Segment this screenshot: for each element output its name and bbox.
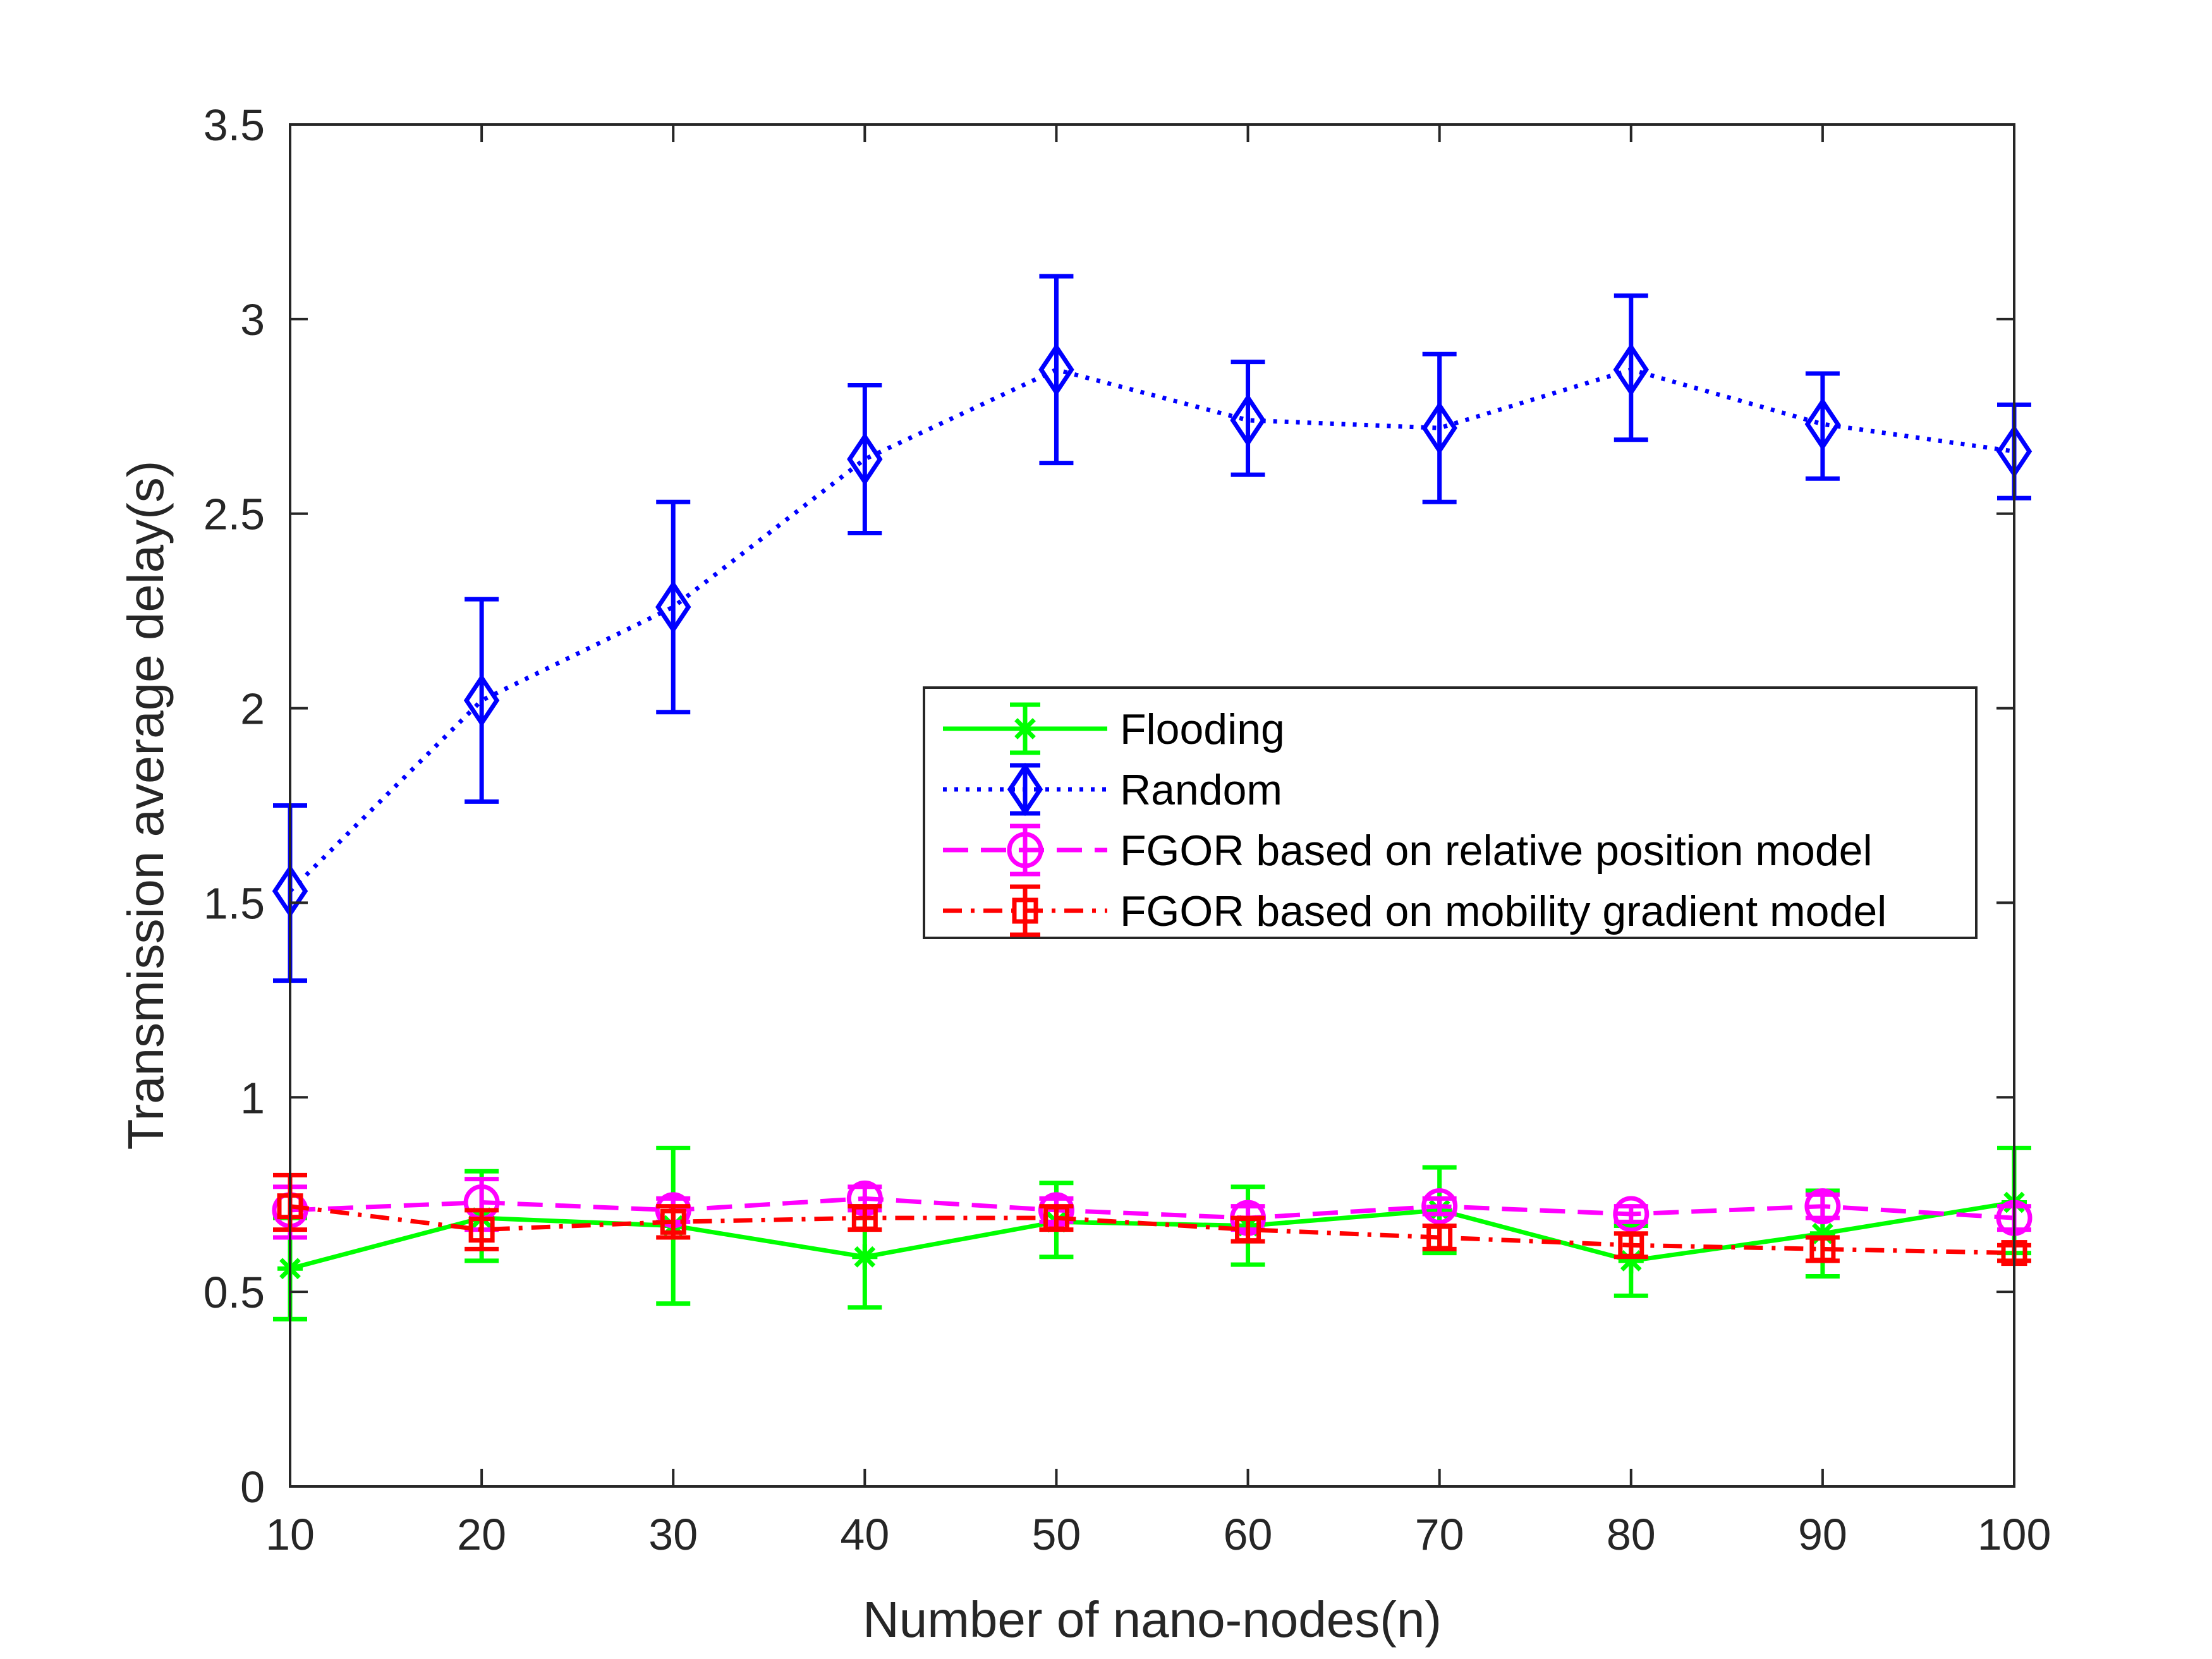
- series-random-point: [655, 580, 691, 634]
- legend-label: FGOR based on relative position model: [1120, 827, 1873, 875]
- series-fgor-based-on-mobility-gradient-model-point: [1426, 1224, 1453, 1251]
- series-random-error-bar: [1039, 274, 1074, 466]
- legend-marker: [1007, 762, 1043, 817]
- legend-marker-shape: [1007, 762, 1043, 817]
- series-fgor-based-on-mobility-gradient-model-point: [1618, 1232, 1644, 1258]
- series-fgor-based-on-mobility-gradient-model-error-bar: [465, 1208, 499, 1251]
- ticks-layer: 10 20 30 40 50 60 70 80 90 100 0 0.5 1 1.5 2 2.5 3 3.5: [204, 100, 2051, 1559]
- legend-item: FGOR based on mobility gradient model: [943, 884, 1887, 937]
- y-tick-label: 1: [240, 1073, 265, 1122]
- series-fgor-based-on-mobility-gradient-model-point: [660, 1208, 686, 1235]
- series-fgor-based-on-mobility-gradient-model-point-shape: [1426, 1224, 1453, 1251]
- series-random-point: [1804, 397, 1841, 451]
- series-fgor-based-on-mobility-gradient-model-point: [851, 1205, 878, 1231]
- x-tick-label: 80: [1607, 1510, 1656, 1559]
- legend: Flooding Random FGOR based on relative pos…: [923, 686, 1978, 939]
- legend-marker: [1012, 716, 1038, 741]
- series-fgor-based-on-mobility-gradient-model-point-shape: [1618, 1232, 1644, 1258]
- series-fgor-based-on-relative-position-model-point-shape: [1421, 1188, 1458, 1225]
- series-random-point: [847, 432, 883, 486]
- series-random-error-bar: [1613, 293, 1648, 442]
- series-random-error-bar: [848, 383, 882, 535]
- x-axis-title: Number of nano-nodes(n): [863, 1591, 1442, 1648]
- series-fgor-based-on-mobility-gradient-model-point-shape: [851, 1205, 878, 1231]
- legend-items: Flooding Random FGOR based on relative pos…: [943, 702, 1887, 937]
- x-tick-label: 90: [1798, 1510, 1847, 1559]
- y-axis-title: Transmission average delay(s): [118, 461, 174, 1150]
- series-random-point: [463, 673, 500, 727]
- y-tick-label: 2: [240, 684, 265, 734]
- legend-label: Flooding: [1120, 705, 1285, 753]
- series-fgor-based-on-mobility-gradient-model-point-shape: [1043, 1205, 1069, 1231]
- series-flooding-point-stroke: [854, 1246, 876, 1268]
- series-fgor-based-on-mobility-gradient-model-point-shape: [1235, 1217, 1261, 1243]
- series-random-point-shape: [655, 580, 691, 634]
- series-random-error-bar: [656, 499, 691, 715]
- series-random-error-bar: [1231, 360, 1265, 477]
- series-random-point-shape: [1613, 343, 1649, 397]
- series-fgor-based-on-mobility-gradient-model-point-shape: [1809, 1236, 1836, 1262]
- x-tick-label: 60: [1224, 1510, 1273, 1559]
- legend-error-bar: [1010, 884, 1040, 937]
- series-fgor-based-on-mobility-gradient-model-point-shape: [468, 1217, 495, 1243]
- y-tick-label: 2.5: [204, 490, 265, 539]
- series-random-error-bar: [1422, 351, 1457, 504]
- legend-item: Flooding: [943, 702, 1285, 755]
- legend-marker-shape: [1012, 897, 1038, 924]
- series-random-error-bar: [1805, 371, 1840, 481]
- series-random-line: [288, 367, 2015, 893]
- plot-frame: [289, 123, 2015, 1488]
- x-tick-label: 50: [1032, 1510, 1081, 1559]
- series-flooding-point: [852, 1244, 878, 1270]
- series-fgor-based-on-relative-position-model-point-shape: [1613, 1196, 1650, 1232]
- series-random-point-shape: [463, 673, 500, 727]
- series-fgor-based-on-relative-position-model-point: [1613, 1196, 1650, 1232]
- series-random-point-shape: [1230, 393, 1266, 447]
- series-fgor-based-on-relative-position-model-point: [1804, 1188, 1841, 1225]
- series-random-point-shape: [1421, 401, 1457, 455]
- series-random-point: [1613, 343, 1649, 397]
- y-tick-label: 0.5: [204, 1268, 265, 1317]
- legend-item: FGOR based on relative position model: [943, 823, 1873, 877]
- y-tick-label: 3.5: [204, 100, 265, 150]
- series-random: [272, 274, 2033, 983]
- legend-label: FGOR based on mobility gradient model: [1120, 887, 1887, 935]
- x-tick-label: 70: [1415, 1510, 1464, 1559]
- x-tick-label: 10: [265, 1510, 315, 1559]
- x-tick-label: 40: [840, 1510, 889, 1559]
- series-random-point: [1230, 393, 1266, 447]
- series-fgor-based-on-mobility-gradient-model-point-shape: [660, 1208, 686, 1235]
- series-random-point: [1421, 401, 1457, 455]
- series-fgor-based-on-relative-position-model-point: [1421, 1188, 1458, 1225]
- x-tick-label: 20: [457, 1510, 506, 1559]
- y-tick-label: 3: [240, 295, 265, 344]
- x-tick-label: 100: [1978, 1510, 2051, 1559]
- series-fgor-based-on-mobility-gradient-model-point: [1235, 1217, 1261, 1243]
- series-random-point-shape: [1804, 397, 1841, 451]
- series-fgor-based-on-mobility-gradient-model-line: [289, 1204, 2015, 1256]
- y-tick-label: 0: [240, 1462, 265, 1512]
- series-random-error-bar: [465, 597, 499, 804]
- legend-marker: [1007, 832, 1043, 868]
- y-tick-label: 1.5: [204, 878, 265, 928]
- legend-marker-stroke: [1014, 718, 1036, 739]
- series-fgor-based-on-relative-position-model-point-shape: [1804, 1188, 1841, 1225]
- series-fgor-based-on-mobility-gradient-model-point: [1043, 1205, 1069, 1231]
- x-tick-label: 30: [648, 1510, 698, 1559]
- series-random-point: [1038, 343, 1074, 397]
- series-fgor-based-on-mobility-gradient-model-point: [1809, 1236, 1836, 1262]
- legend-item: Random: [943, 762, 1282, 817]
- legend-label: Random: [1120, 766, 1282, 814]
- legend-marker: [1012, 897, 1038, 924]
- series-fgor-based-on-mobility-gradient-model-point: [468, 1217, 495, 1243]
- series-random-point-shape: [1038, 343, 1074, 397]
- series-fgor-based-on-relative-position-model-line: [289, 1196, 2015, 1220]
- series-random-point-shape: [847, 432, 883, 486]
- legend-marker-shape: [1007, 832, 1043, 868]
